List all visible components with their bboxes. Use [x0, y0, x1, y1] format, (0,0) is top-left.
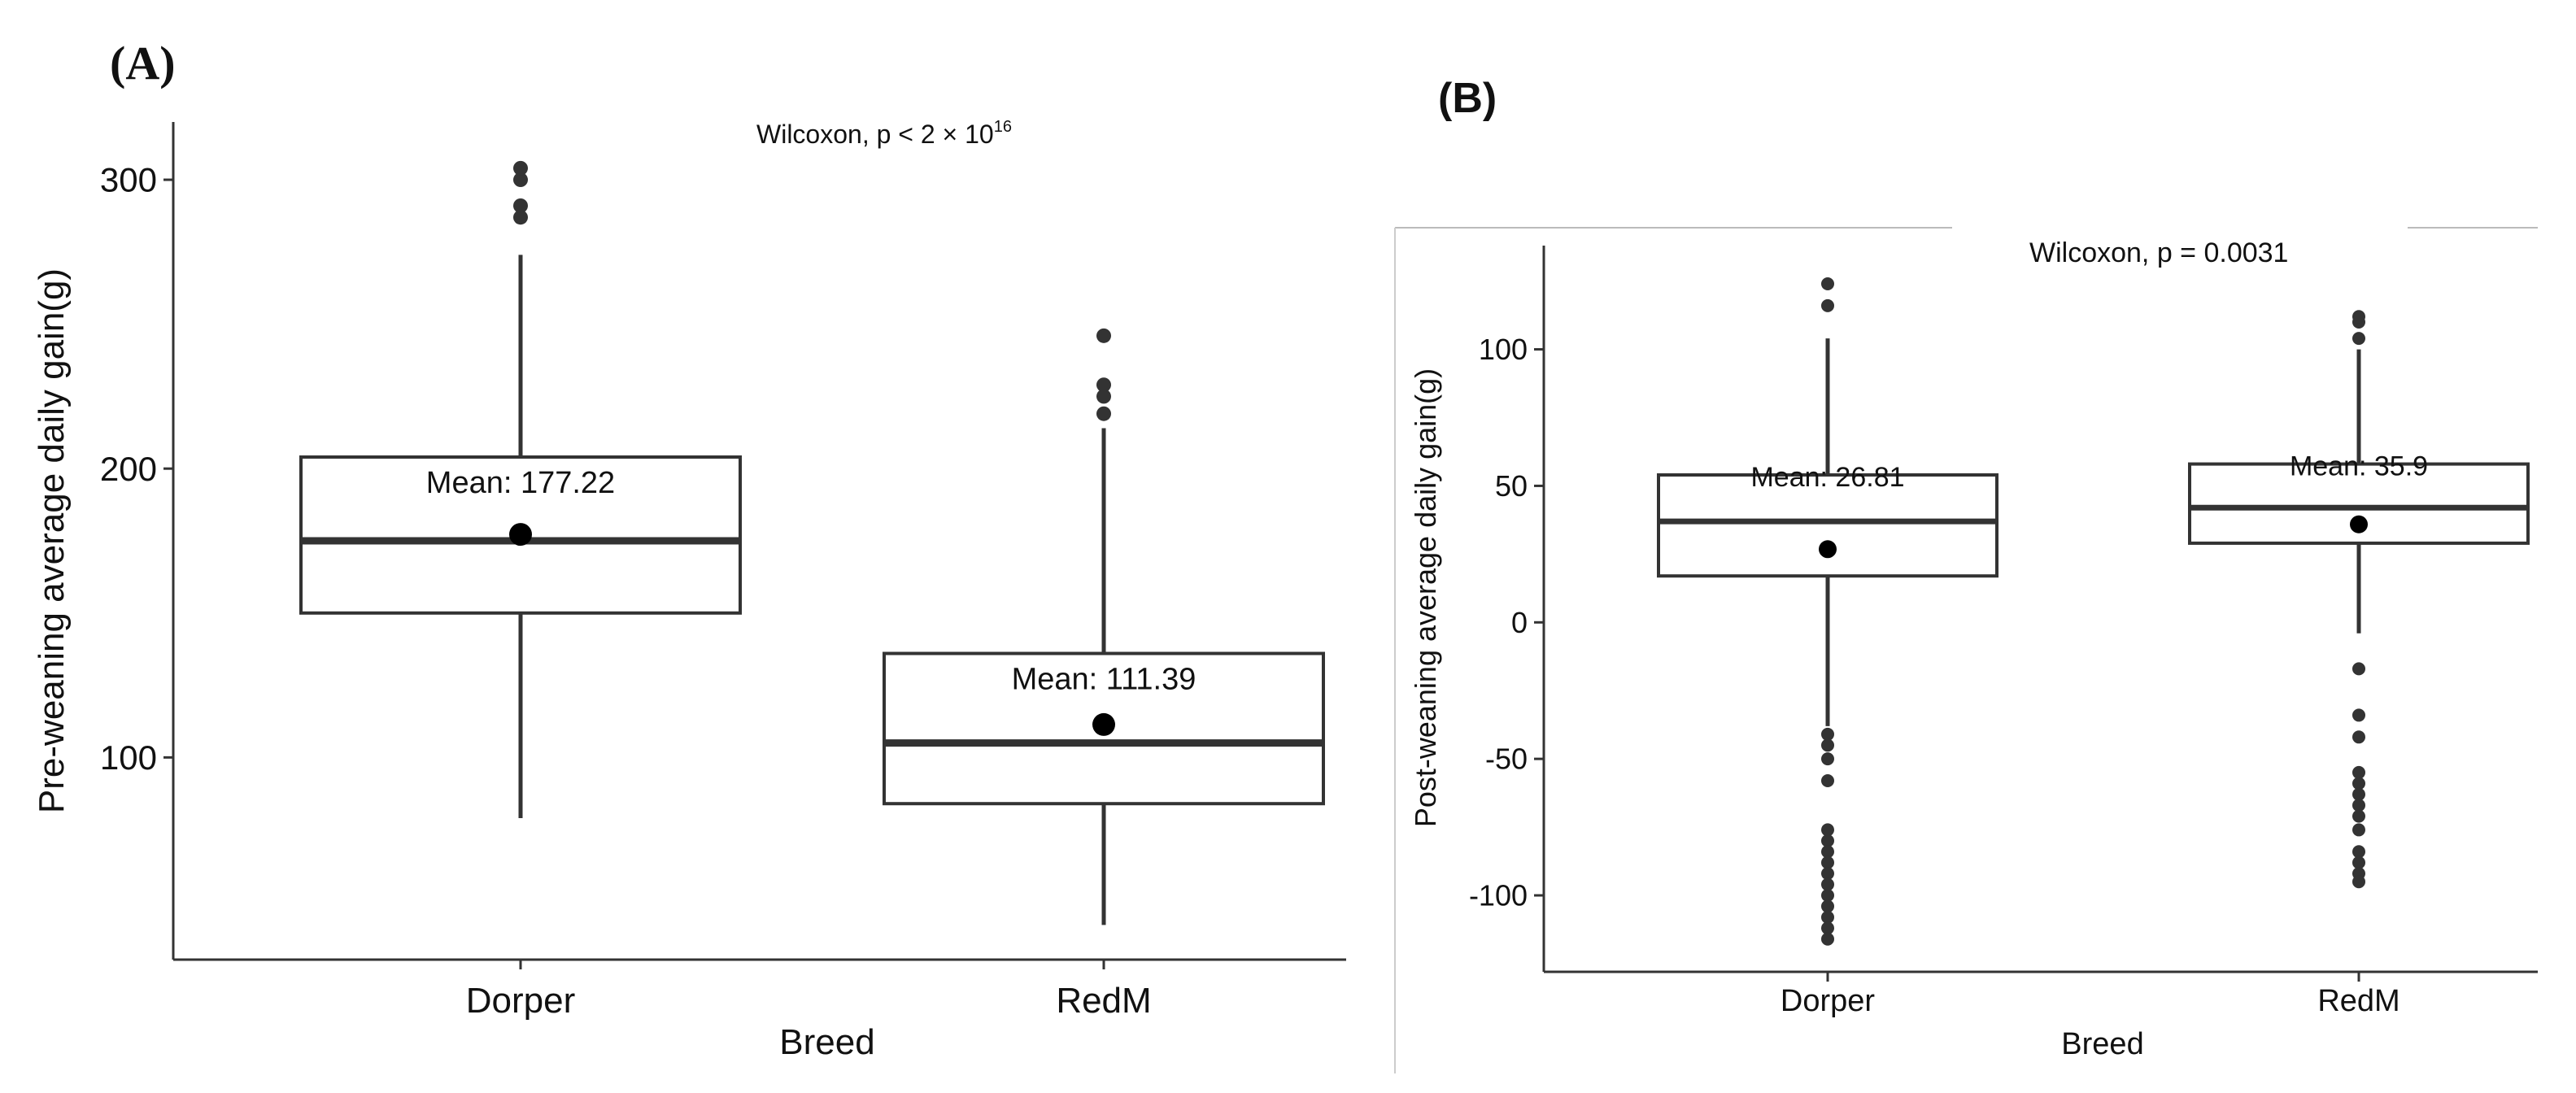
outlier-point	[1821, 727, 1834, 741]
outlier-point	[1821, 899, 1834, 913]
x-categories-a: Dorper RedM	[466, 960, 1152, 1021]
panel-b: (B) Wilcoxon, p = 0.0031 -100 -50 0 50 100 M…	[1394, 75, 2538, 1073]
mean-label: Mean: 177.22	[426, 466, 615, 500]
outlier-point	[1821, 889, 1834, 902]
boxes-b: Mean: 26.81 Mean: 35.9	[1657, 277, 2530, 946]
boxes-a: Mean: 177.22 Mean: 111.39	[299, 160, 1325, 925]
outlier-point	[1821, 774, 1834, 787]
panel-label-b: (B)	[1438, 75, 1497, 122]
outlier-point	[1821, 752, 1834, 766]
outlier-point	[2352, 799, 2365, 812]
y-ticks-a: 100 200 300	[100, 161, 173, 777]
outlier-point	[2352, 809, 2365, 823]
x-axis-label-b: Breed	[2061, 1027, 2143, 1061]
outlier-point	[1821, 823, 1834, 837]
outlier-point	[1096, 389, 1111, 404]
outlier-point	[2352, 662, 2365, 676]
outlier-point	[1821, 738, 1834, 752]
outlier-point	[513, 160, 528, 176]
y-tick-label-b: 100	[1479, 333, 1528, 366]
outlier-point	[2352, 845, 2365, 859]
y-axis-label-a: Pre-weaning average daily gain(g)	[32, 268, 72, 813]
outlier-point	[1821, 845, 1834, 859]
y-axis-label-b: Post-weaning average daily gain(g)	[1409, 368, 1442, 827]
y-tick-label-a: 100	[100, 738, 157, 777]
y-ticks-b: -100 -50 0 50 100	[1469, 333, 1544, 912]
panel-a: (A) Wilcoxon, p < 2 × 1016 100 200 300 Mea…	[32, 37, 1346, 1062]
y-tick-label-a: 200	[100, 450, 157, 488]
outlier-point	[2352, 730, 2365, 744]
test-annotation-b: Wilcoxon, p = 0.0031	[2029, 237, 2288, 268]
mean-point	[1819, 540, 1837, 559]
test-annotation-a: Wilcoxon, p < 2 × 1016	[756, 118, 1012, 149]
mean-point	[2350, 515, 2368, 533]
mean-label: Mean: 111.39	[1012, 663, 1196, 697]
outlier-point	[1821, 867, 1834, 881]
y-tick-label-b: -50	[1485, 742, 1528, 776]
x-tick-label-a: Dorper	[466, 981, 576, 1021]
outlier-point	[2352, 823, 2365, 837]
outlier-point	[1821, 932, 1834, 946]
box-redm-b: Mean: 35.9	[2188, 310, 2530, 889]
outlier-point	[2352, 708, 2365, 722]
outlier-point	[1096, 406, 1111, 421]
mean-point	[1092, 712, 1115, 736]
outlier-point	[1821, 277, 1834, 290]
x-categories-b: Dorper RedM	[1781, 972, 2400, 1018]
outlier-point	[1821, 877, 1834, 891]
y-tick-label-b: -100	[1469, 879, 1528, 912]
outlier-point	[2352, 332, 2365, 346]
outlier-point	[2352, 777, 2365, 790]
box-redm-a: Mean: 111.39	[883, 328, 1325, 925]
y-tick-label-b: 0	[1511, 606, 1528, 639]
outlier-point	[1821, 910, 1834, 924]
box-dorper-b: Mean: 26.81	[1657, 277, 1998, 946]
panel-label-a: (A)	[110, 37, 176, 89]
outlier-point	[2352, 856, 2365, 869]
outlier-point	[513, 210, 528, 225]
x-axis-label-a: Breed	[779, 1022, 874, 1062]
mean-point	[509, 523, 532, 546]
outlier-point	[2352, 787, 2365, 801]
outlier-point	[2352, 310, 2365, 324]
outlier-point	[1821, 298, 1834, 312]
x-tick-label-b: RedM	[2317, 984, 2399, 1018]
x-tick-label-b: Dorper	[1781, 984, 1875, 1018]
y-tick-label-a: 300	[100, 161, 157, 199]
outlier-point	[1096, 328, 1111, 343]
outlier-point	[1821, 921, 1834, 935]
box-dorper-a: Mean: 177.22	[299, 160, 742, 818]
outlier-point	[513, 172, 528, 188]
outlier-point	[2352, 765, 2365, 779]
y-tick-label-b: 50	[1495, 469, 1528, 503]
iqr-box	[1657, 473, 1998, 578]
outlier-point	[2352, 875, 2365, 889]
mean-label: Mean: 26.81	[1750, 462, 1904, 493]
mean-label: Mean: 35.9	[2290, 451, 2428, 482]
outlier-point	[1821, 856, 1834, 869]
outlier-point	[1096, 377, 1111, 393]
outlier-point	[513, 198, 528, 213]
outlier-point	[1821, 834, 1834, 847]
x-tick-label-a: RedM	[1056, 981, 1151, 1021]
